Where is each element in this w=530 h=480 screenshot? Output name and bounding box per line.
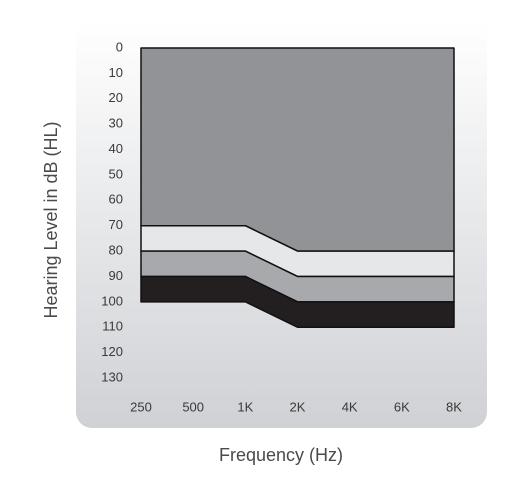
y-tick-label: 30	[109, 116, 123, 131]
x-tick-label: 500	[182, 399, 204, 414]
x-tick-label: 1K	[237, 399, 253, 414]
y-tick-label: 50	[109, 166, 123, 181]
x-tick-label: 8K	[446, 399, 462, 414]
y-tick-label: 10	[109, 65, 123, 80]
y-tick-label: 20	[109, 90, 123, 105]
x-axis-title: Frequency (Hz)	[219, 445, 343, 465]
y-axis-title: Hearing Level in dB (HL)	[41, 121, 61, 318]
y-tick-label: 90	[109, 268, 123, 283]
y-tick-label: 70	[109, 217, 123, 232]
y-tick-label: 60	[109, 192, 123, 207]
y-tick-label: 80	[109, 243, 123, 258]
y-tick-label: 40	[109, 141, 123, 156]
y-tick-label: 130	[101, 369, 123, 384]
y-tick-label: 100	[101, 293, 123, 308]
area-band	[140, 47, 455, 252]
y-tick-label: 110	[102, 319, 123, 334]
x-tick-label: 2K	[290, 399, 306, 414]
x-tick-label: 4K	[342, 399, 358, 414]
y-tick-label: 120	[101, 344, 123, 359]
x-tick-label: 250	[130, 399, 152, 414]
x-tick-label: 6K	[394, 399, 410, 414]
y-tick-label: 0	[116, 39, 123, 54]
area-band	[140, 275, 455, 328]
